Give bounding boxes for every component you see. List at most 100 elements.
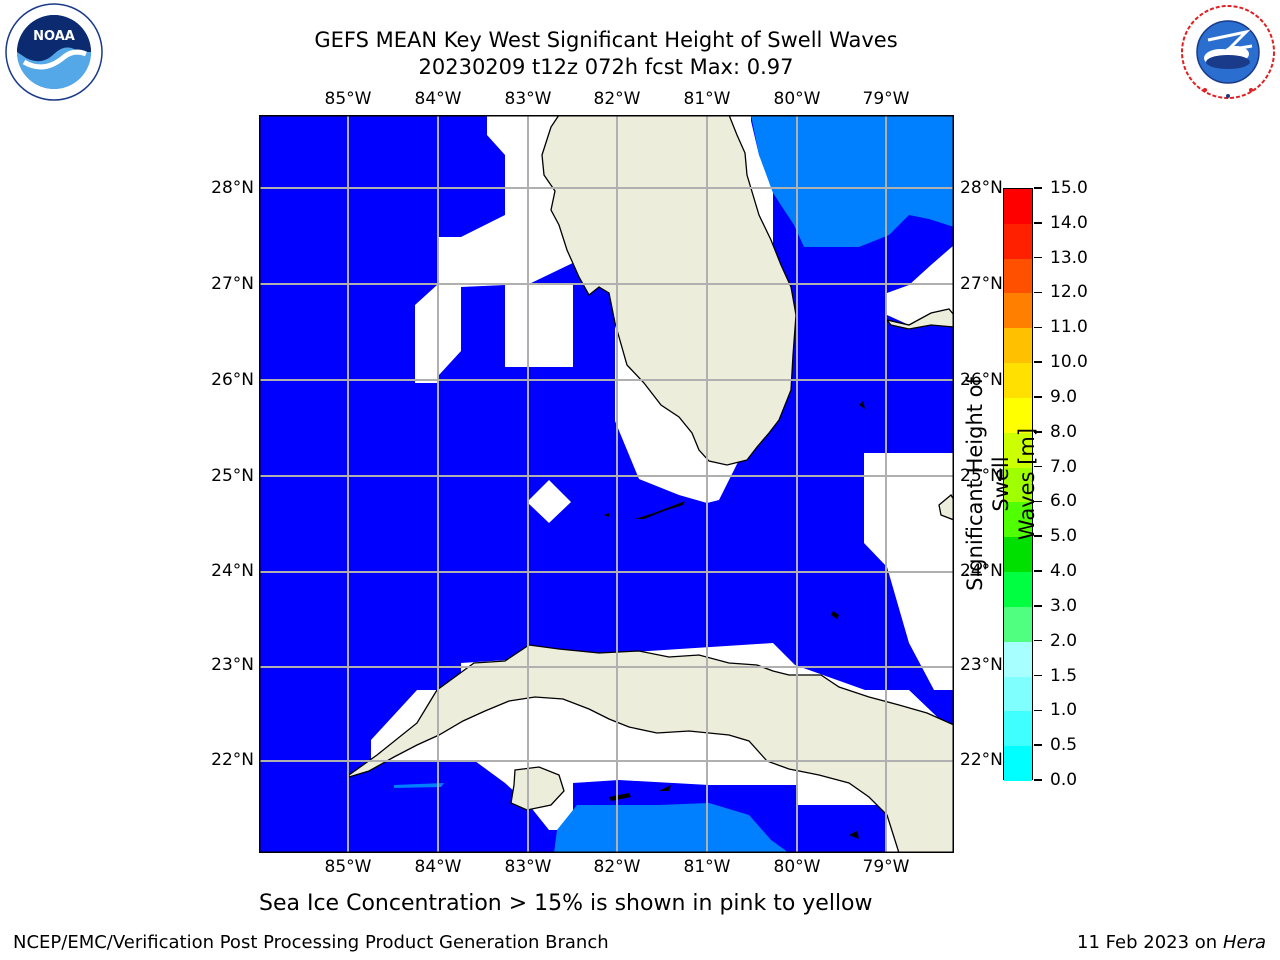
lon-tick-bottom: 81°W: [683, 857, 731, 877]
colorbar-segment: [1004, 258, 1032, 294]
colorbar-tick-label: 7.0: [1050, 456, 1078, 477]
colorbar-tick-mark: [1034, 709, 1042, 712]
colorbar-tick-mark: [1034, 570, 1042, 572]
lat-tick-right: 27°N: [960, 274, 1003, 294]
colorbar-tick-label: 9.0: [1050, 386, 1078, 407]
lat-tick-left: 23°N: [211, 655, 254, 675]
footer-credit: NCEP/EMC/Verification Post Processing Pr…: [13, 932, 609, 953]
colorbar-segment: [1004, 328, 1032, 364]
colorbar-segment: [1004, 711, 1032, 747]
colorbar-segment: [1004, 363, 1032, 399]
colorbar-segment: [1004, 293, 1032, 329]
lon-tick-bottom: 84°W: [414, 857, 462, 877]
lon-tick-bottom: 83°W: [504, 857, 552, 877]
footer-date: 11 Feb 2023 on Hera: [1077, 932, 1266, 954]
colorbar-tick-mark: [1034, 535, 1042, 537]
lat-tick-left: 28°N: [211, 178, 254, 198]
footer-date-text: 11 Feb 2023 on: [1077, 932, 1218, 953]
lon-tick-top: 85°W: [324, 89, 372, 109]
colorbar-tick-label: 1.5: [1050, 665, 1078, 686]
colorbar-segment: [1004, 676, 1032, 712]
lat-tick-right: 22°N: [960, 750, 1003, 770]
colorbar-tick-label: 0.0: [1050, 770, 1078, 790]
sea-ice-note: Sea Ice Concentration > 15% is shown in …: [259, 891, 873, 916]
noaa-logo-text: NOAA: [33, 29, 75, 44]
lon-tick-bottom: 80°W: [773, 857, 821, 877]
lat-tick-left: 25°N: [211, 466, 254, 486]
colorbar-segment: [1004, 746, 1032, 782]
lat-tick-left: 26°N: [211, 370, 254, 390]
colorbar-segment: [1004, 606, 1032, 643]
lat-tick-left: 22°N: [211, 750, 254, 770]
colorbar-segment: [1004, 189, 1032, 225]
colorbar-segment: [1004, 502, 1032, 538]
colorbar-tick-label: 1.0: [1050, 700, 1078, 721]
lat-tick-right: 26°N: [960, 370, 1003, 390]
colorbar-tick-mark: [1034, 291, 1042, 294]
footer-host: Hera: [1222, 932, 1266, 953]
colorbar-tick-label: 15.0: [1050, 178, 1088, 198]
colorbar-tick-mark: [1034, 500, 1042, 503]
colorbar-title: Significant Height of Swell Waves [m]: [962, 354, 1040, 614]
lat-tick-right: 28°N: [960, 178, 1003, 198]
lon-tick-top: 81°W: [683, 89, 731, 109]
colorbar-tick-label: 11.0: [1050, 317, 1088, 338]
swell-height-map: [259, 115, 954, 853]
lon-tick-bottom: 82°W: [593, 857, 641, 877]
colorbar-tick-mark: [1034, 256, 1042, 259]
colorbar-tick-label: 6.0: [1050, 491, 1078, 512]
noaa-logo: NOAA: [4, 2, 104, 106]
lon-tick-top: 82°W: [593, 89, 641, 109]
colorbar-tick-label: 8.0: [1050, 421, 1078, 442]
colorbar-segment: [1004, 223, 1032, 260]
bahamas-andros: [885, 308, 954, 330]
colorbar-tick-mark: [1034, 187, 1042, 189]
colorbar-title-line: Waves [m]: [1015, 427, 1039, 541]
colorbar-tick-label: 2.0: [1050, 630, 1078, 651]
ocean-mid-swell-area: [394, 115, 954, 853]
colorbar-tick-mark: [1034, 431, 1042, 433]
colorbar-tick-label: 0.5: [1050, 735, 1078, 756]
colorbar-tick-mark: [1034, 639, 1042, 642]
isle-of-youth: [510, 766, 565, 811]
colorbar-segment: [1004, 641, 1032, 678]
lon-tick-top: 80°W: [773, 89, 821, 109]
lon-tick-bottom: 85°W: [324, 857, 372, 877]
florida-land: [541, 115, 797, 466]
colorbar-title-line: Significant Height of Swell: [963, 377, 1013, 591]
colorbar-tick-label: 4.0: [1050, 561, 1078, 582]
colorbar-segment: [1004, 572, 1032, 608]
colorbar-segment: [1004, 432, 1032, 469]
colorbar-tick-label: 10.0: [1050, 352, 1088, 373]
colorbar-tick-label: 5.0: [1050, 526, 1078, 547]
lat-tick-left: 27°N: [211, 274, 254, 294]
colorbar-tick-mark: [1034, 779, 1042, 781]
lat-tick-left: 24°N: [211, 561, 254, 581]
colorbar-tick-mark: [1034, 326, 1042, 329]
map-frame: [259, 115, 954, 853]
lon-tick-top: 84°W: [414, 89, 462, 109]
colorbar-tick-mark: [1034, 605, 1042, 607]
bahamas-island: [938, 494, 954, 521]
colorbar-segment: [1004, 537, 1032, 573]
map-gridlines: [259, 115, 954, 853]
lon-tick-top: 79°W: [862, 89, 910, 109]
colorbar-tick-label: 13.0: [1050, 247, 1088, 268]
map-title: GEFS MEAN Key West Significant Height of…: [314, 28, 898, 52]
colorbar-segment: [1004, 397, 1032, 434]
lon-tick-bottom: 79°W: [862, 857, 910, 877]
colorbar-segment: [1004, 467, 1032, 503]
map-subtitle-forecast: 20230209 t12z 072h fcst Max: 0.97: [418, 55, 794, 79]
colorbar-tick-mark: [1034, 674, 1042, 677]
colorbar-tick-label: 14.0: [1050, 212, 1088, 233]
colorbar-tick-mark: [1034, 396, 1042, 398]
colorbar-tick-label: 3.0: [1050, 595, 1078, 616]
lon-tick-top: 83°W: [504, 89, 552, 109]
lat-tick-right: 25°N: [960, 466, 1003, 486]
colorbar-tick-label: 12.0: [1050, 282, 1088, 303]
keys-islands: [604, 401, 865, 839]
nws-logo: [1178, 2, 1278, 106]
colorbar-tick-mark: [1034, 465, 1042, 468]
colorbar-tick-mark: [1034, 222, 1042, 224]
lat-tick-right: 24°N: [960, 561, 1003, 581]
